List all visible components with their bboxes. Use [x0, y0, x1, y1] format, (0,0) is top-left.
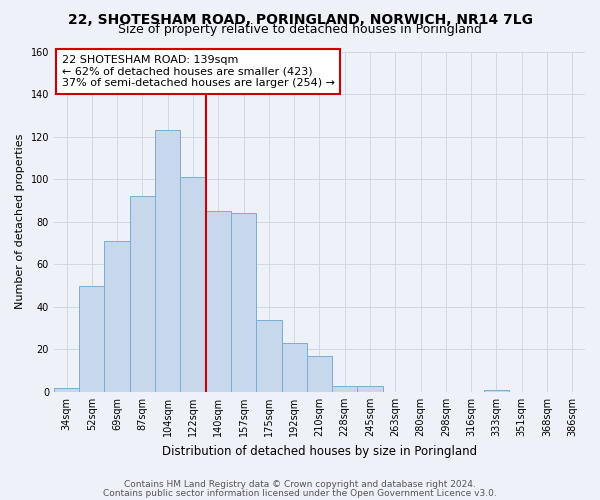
Bar	[104, 241, 130, 392]
Bar	[130, 196, 155, 392]
Bar	[231, 213, 256, 392]
Bar	[332, 386, 358, 392]
Bar	[484, 390, 509, 392]
Bar	[358, 386, 383, 392]
Bar	[181, 177, 206, 392]
X-axis label: Distribution of detached houses by size in Poringland: Distribution of detached houses by size …	[162, 444, 477, 458]
Y-axis label: Number of detached properties: Number of detached properties	[15, 134, 25, 310]
Text: Size of property relative to detached houses in Poringland: Size of property relative to detached ho…	[118, 22, 482, 36]
Bar	[307, 356, 332, 392]
Text: 22, SHOTESHAM ROAD, PORINGLAND, NORWICH, NR14 7LG: 22, SHOTESHAM ROAD, PORINGLAND, NORWICH,…	[67, 12, 533, 26]
Text: Contains public sector information licensed under the Open Government Licence v3: Contains public sector information licen…	[103, 488, 497, 498]
Bar	[54, 388, 79, 392]
Text: Contains HM Land Registry data © Crown copyright and database right 2024.: Contains HM Land Registry data © Crown c…	[124, 480, 476, 489]
Bar	[79, 286, 104, 392]
Bar	[206, 211, 231, 392]
Text: 22 SHOTESHAM ROAD: 139sqm
← 62% of detached houses are smaller (423)
37% of semi: 22 SHOTESHAM ROAD: 139sqm ← 62% of detac…	[62, 55, 335, 88]
Bar	[256, 320, 281, 392]
Bar	[281, 343, 307, 392]
Bar	[155, 130, 181, 392]
